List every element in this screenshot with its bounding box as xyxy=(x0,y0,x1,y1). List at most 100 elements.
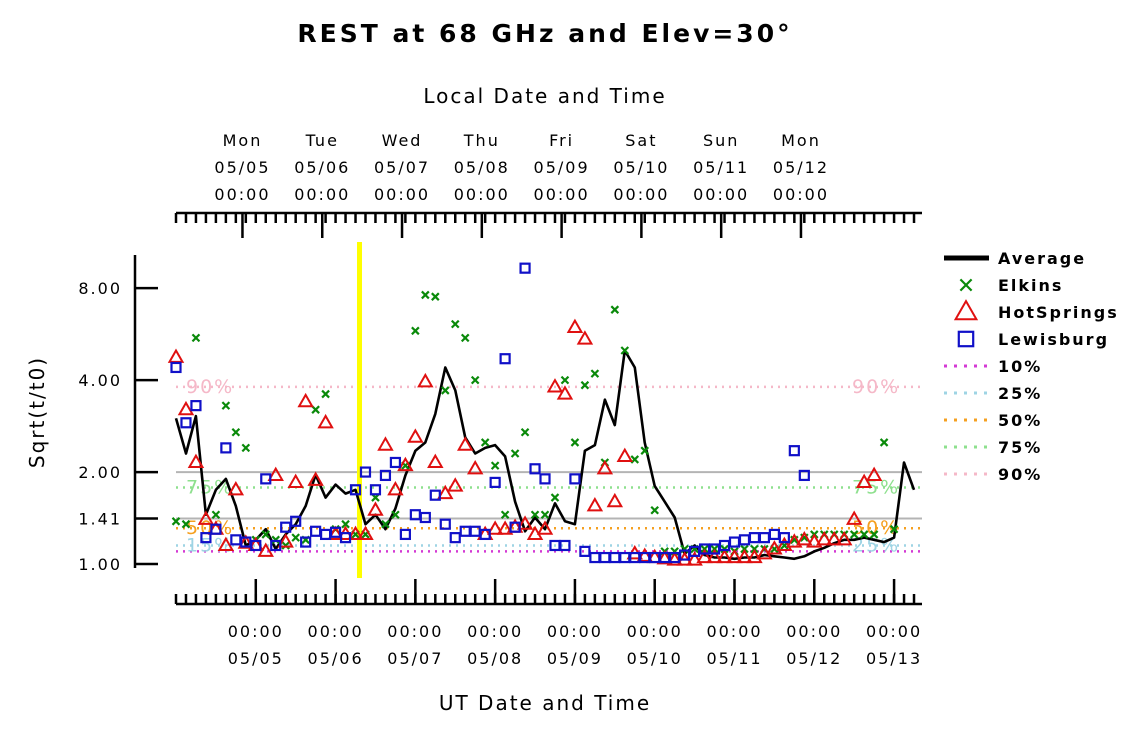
top-tick-date: 05/06 xyxy=(294,158,350,177)
hotsprings-point xyxy=(267,466,284,481)
bottom-tick-time: 00:00 xyxy=(547,622,603,641)
hotsprings-point xyxy=(776,536,793,552)
marker-stroke xyxy=(620,346,630,355)
hotsprings-point xyxy=(397,456,414,472)
top-tick-time: 00:00 xyxy=(534,185,590,204)
hotsprings-point xyxy=(666,551,683,566)
hotsprings-point xyxy=(187,453,205,469)
hotsprings-point xyxy=(796,530,813,546)
hotsprings-point xyxy=(826,530,843,546)
marker-stroke xyxy=(879,438,889,447)
lewisburg-point xyxy=(379,469,392,482)
hotsprings-point xyxy=(556,385,574,400)
elkins-point xyxy=(470,375,480,385)
hotsprings-point xyxy=(845,510,863,525)
lewisburg-point xyxy=(170,361,182,374)
hotsprings-point xyxy=(437,484,454,500)
top-tick-time: 00:00 xyxy=(214,185,270,204)
marker-stroke xyxy=(281,541,290,550)
marker-stroke xyxy=(191,333,201,343)
elkins-point xyxy=(570,438,580,447)
hotsprings-point xyxy=(516,515,534,530)
elkins-point xyxy=(540,510,550,520)
lewisburg-point xyxy=(738,534,751,546)
hotsprings-point xyxy=(816,530,833,546)
hotsprings-point xyxy=(407,428,424,443)
elkins-point xyxy=(391,510,400,520)
chart-title: REST at 68 GHz and Elev=30° xyxy=(297,19,792,48)
y-tick-label: 1.00 xyxy=(78,555,122,574)
marker-stroke xyxy=(181,519,191,529)
bottom-tick-time: 00:00 xyxy=(706,622,762,641)
marker-stroke xyxy=(470,375,480,385)
legend-label: 10% xyxy=(998,357,1042,376)
lewisburg-point xyxy=(788,445,800,457)
bottom-tick-date: 05/07 xyxy=(387,649,443,668)
marker-stroke xyxy=(959,278,973,292)
lewisburg-point xyxy=(439,518,451,530)
bottom-tick-time: 00:00 xyxy=(228,622,284,641)
elkins-point xyxy=(261,530,271,539)
hotsprings-point xyxy=(277,533,294,548)
elkins-point xyxy=(620,346,630,355)
top-tick-day: Sun xyxy=(703,131,739,150)
hotsprings-point xyxy=(696,548,713,564)
legend-label: HotSprings xyxy=(998,303,1119,322)
legend-item: HotSprings xyxy=(953,299,1119,322)
elkins-point xyxy=(640,446,650,455)
marker-stroke xyxy=(869,530,879,539)
marker-stroke xyxy=(889,524,899,534)
lewisburg-point xyxy=(609,551,621,564)
marker-stroke xyxy=(221,401,231,410)
elkins-point xyxy=(490,461,500,470)
elkins-point xyxy=(311,405,320,414)
average-line xyxy=(174,349,916,561)
lewisburg-point xyxy=(290,515,302,527)
top-tick-day: Wed xyxy=(382,131,423,150)
percentile-label: 90% xyxy=(186,376,234,398)
elkins-point xyxy=(221,401,231,410)
hotsprings-point xyxy=(427,453,444,469)
hotsprings-point xyxy=(686,551,703,566)
hotsprings-point xyxy=(167,348,185,363)
marker-stroke xyxy=(859,530,869,539)
hotsprings-point xyxy=(307,471,324,486)
top-tick-day: Fri xyxy=(549,131,574,150)
marker-stroke xyxy=(570,438,580,447)
elkins-point xyxy=(431,292,440,301)
hotsprings-point xyxy=(257,542,274,557)
marker-stroke xyxy=(580,380,590,390)
lewisburg-point xyxy=(200,532,212,544)
hotsprings-point xyxy=(227,480,245,496)
hotsprings-point xyxy=(447,477,464,492)
hotsprings-point xyxy=(566,318,584,333)
lewisburg-point xyxy=(748,532,761,544)
legend-item: 50% xyxy=(944,411,1040,430)
lewisburg-point xyxy=(768,528,780,541)
marker-stroke xyxy=(490,461,500,470)
lewisburg-point xyxy=(419,511,431,524)
y-tick-label: 2.00 xyxy=(78,463,122,482)
elkins-point xyxy=(271,535,281,545)
bottom-tick-date: 05/13 xyxy=(866,649,922,668)
lewisburg-point xyxy=(489,476,501,489)
elkins-point xyxy=(889,524,899,534)
top-tick-time: 00:00 xyxy=(454,185,510,204)
lewisburg-point xyxy=(778,532,790,544)
percentile-label: 75% xyxy=(186,477,234,499)
bottom-tick-date: 05/06 xyxy=(308,649,364,668)
lewisburg-point xyxy=(300,536,312,548)
legend-item: 10% xyxy=(944,357,1042,376)
hotsprings-point xyxy=(367,501,384,516)
marker-stroke xyxy=(500,510,510,520)
lewisburg-point xyxy=(270,539,282,552)
hotsprings-point xyxy=(417,372,434,388)
legend-label: 90% xyxy=(998,465,1042,484)
x-axis-label: UT Date and Time xyxy=(439,691,651,715)
lewisburg-point xyxy=(339,532,352,544)
elkins-point xyxy=(241,443,251,453)
marker-stroke xyxy=(381,519,390,529)
marker-stroke xyxy=(391,510,400,520)
marker-stroke xyxy=(590,369,600,378)
top-tick-date: 05/05 xyxy=(214,158,270,177)
